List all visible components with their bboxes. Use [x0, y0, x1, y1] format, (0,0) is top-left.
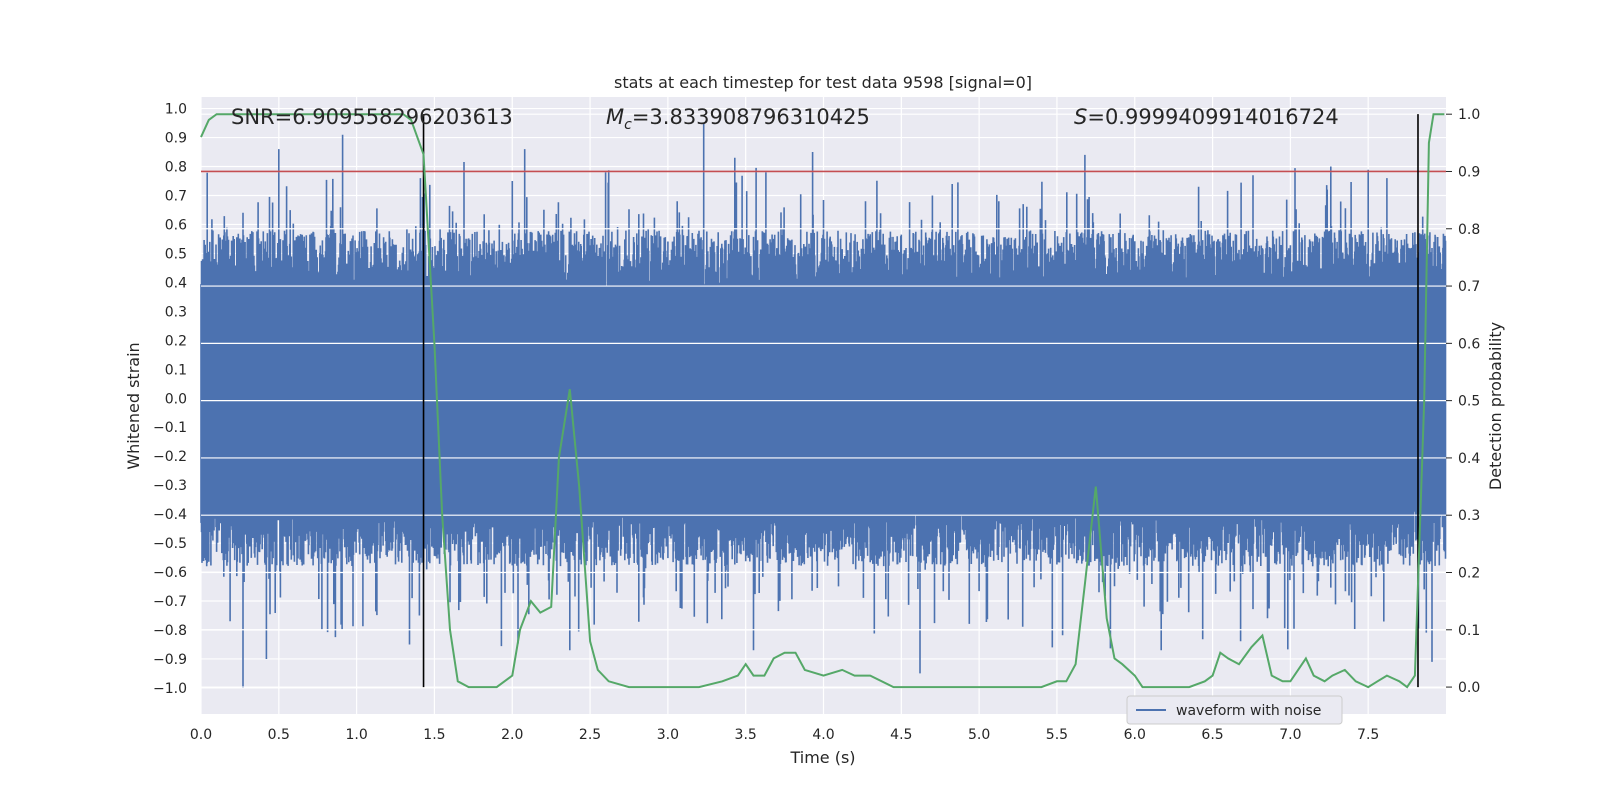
left-y-tick: −0.2: [153, 449, 187, 465]
waveform-series: [200, 123, 1447, 688]
x-tick: 5.5: [1046, 727, 1068, 743]
right-y-tick: 1.0: [1458, 107, 1480, 123]
x-tick: 2.0: [501, 727, 523, 743]
right-y-axis-label: Detection probability: [1486, 322, 1505, 490]
s-value: =0.9999409914016724: [1087, 105, 1338, 129]
x-tick: 0.5: [268, 727, 290, 743]
chart-title: stats at each timestep for test data 959…: [614, 73, 1032, 92]
legend-label: waveform with noise: [1176, 703, 1321, 719]
left-y-tick: −0.1: [153, 420, 187, 436]
snr-annotation: SNR=6.909558296203613: [231, 105, 513, 129]
x-tick: 1.5: [423, 727, 445, 743]
right-y-tick: 0.3: [1458, 508, 1480, 524]
right-y-tick: 0.5: [1458, 394, 1480, 410]
detection-probability-line: [200, 113, 1445, 689]
s-annotation: S=0.9999409914016724: [1074, 105, 1339, 129]
left-y-tick: 0.4: [165, 275, 187, 291]
waveform-path: [200, 123, 1447, 688]
left-y-tick: −0.9: [153, 652, 187, 668]
chirp-mass-subscript: c: [624, 117, 632, 133]
right-y-tick: 0.2: [1458, 565, 1480, 581]
right-y-tick: 0.4: [1458, 451, 1480, 467]
left-y-tick: −1.0: [153, 681, 187, 697]
left-y-tick: 0.7: [165, 188, 187, 204]
right-y-tick: 0.6: [1458, 336, 1480, 352]
chirp-mass-annotation: Mc=3.833908796310425: [606, 105, 870, 133]
left-y-tick: −0.3: [153, 478, 187, 494]
x-tick: 7.5: [1357, 727, 1379, 743]
legend-box: [1126, 695, 1343, 725]
legend: waveform with noise: [1126, 695, 1343, 725]
right-y-tick: 0.9: [1458, 164, 1480, 180]
left-y-tick-labels: 1.0 0.9 0.8 0.7 0.6 0.5 0.4 0.3 0.2 0.1 0.0 −0.1 −0.…: [153, 102, 187, 697]
right-y-tick: 0.8: [1458, 222, 1480, 238]
left-y-tick: −0.8: [153, 623, 187, 639]
chirp-mass-symbol: M: [606, 105, 624, 129]
right-y-tick: 0.1: [1458, 623, 1480, 639]
x-tick-labels: 0.0 0.5 1.0 1.5 2.0 2.5 3.0 3.5 4.0 4.5 5.0 5.5 6.0 6…: [190, 727, 1379, 743]
left-y-tick: 0.3: [165, 304, 187, 320]
left-y-tick: −0.7: [153, 594, 187, 610]
x-tick: 6.0: [1124, 727, 1146, 743]
x-tick: 3.0: [657, 727, 679, 743]
left-y-tick: 0.9: [165, 131, 187, 147]
left-y-tick: 0.6: [165, 217, 187, 233]
x-tick: 6.5: [1201, 727, 1223, 743]
left-y-tick: −0.5: [153, 536, 187, 552]
x-tick: 2.5: [579, 727, 601, 743]
x-tick: 4.0: [812, 727, 834, 743]
chirp-mass-value: =3.833908796310425: [632, 105, 870, 129]
x-axis-label: Time (s): [789, 748, 855, 767]
s-symbol: S: [1074, 105, 1087, 129]
x-tick: 7.0: [1279, 727, 1301, 743]
right-y-tick-labels: 1.0 0.9 0.8 0.7 0.6 0.5 0.4 0.3 0.2 0.1 0.0: [1446, 107, 1480, 696]
x-tick: 0.0: [190, 727, 212, 743]
left-y-tick: 0.8: [165, 160, 187, 176]
right-y-tick: 0.7: [1458, 279, 1480, 295]
left-y-tick: −0.6: [153, 565, 187, 581]
right-y-tick: 0.0: [1458, 680, 1480, 696]
left-y-tick: 0.5: [165, 246, 187, 262]
x-tick: 1.0: [345, 727, 367, 743]
left-y-tick: 0.1: [165, 362, 187, 378]
left-y-axis-label: Whitened strain: [124, 342, 143, 469]
x-tick: 5.0: [968, 727, 990, 743]
x-tick: 4.5: [890, 727, 912, 743]
left-y-tick: 0.2: [165, 333, 187, 349]
x-tick: 3.5: [735, 727, 757, 743]
left-y-tick: −0.4: [153, 507, 187, 523]
left-y-tick: 0.0: [165, 391, 187, 407]
left-y-tick: 1.0: [165, 102, 187, 118]
